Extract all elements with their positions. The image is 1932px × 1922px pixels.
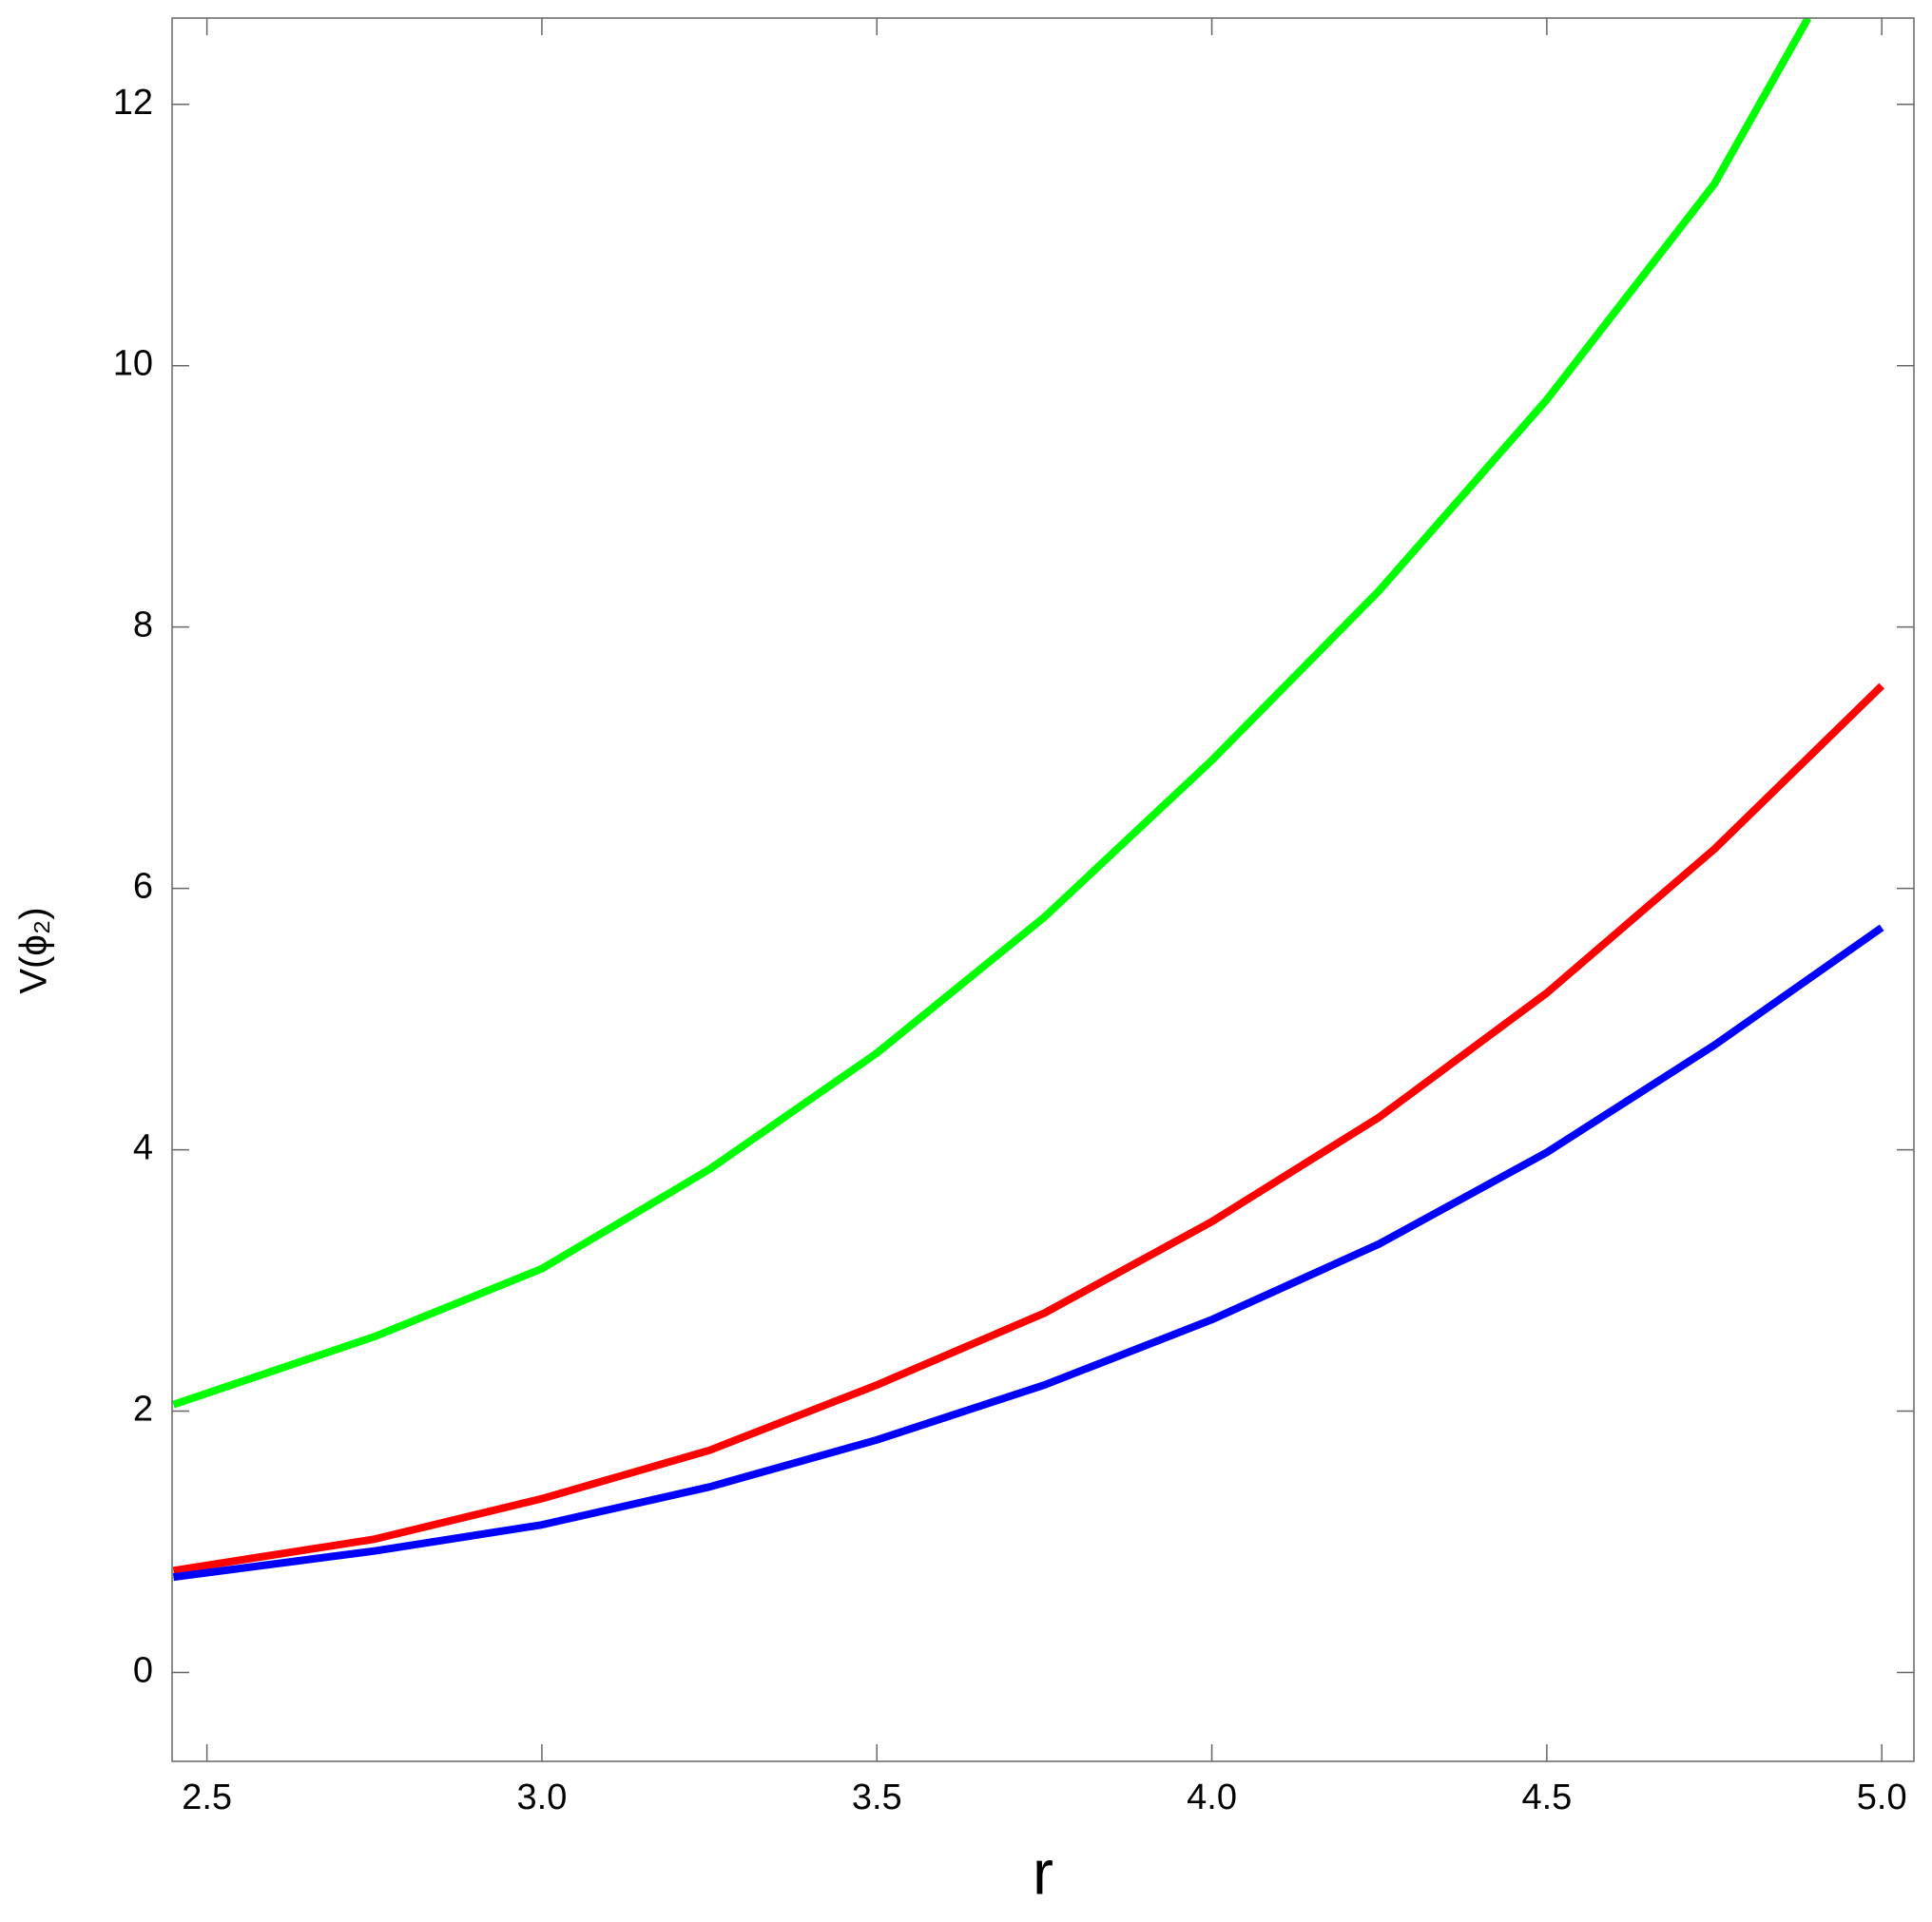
x-axis-label: r — [1033, 1836, 1053, 1907]
y-tick-label: 6 — [133, 867, 153, 907]
x-tick-label: 4.0 — [1187, 1778, 1237, 1817]
plot-area — [172, 18, 1884, 1582]
x-tick-label: 2.5 — [182, 1778, 232, 1817]
curve — [172, 18, 1812, 1409]
x-tick-label: 3.0 — [517, 1778, 568, 1817]
x-tick-label: 5.0 — [1857, 1778, 1907, 1817]
plot-frame — [171, 17, 1915, 1762]
curve — [172, 924, 1884, 1582]
y-tick-label: 8 — [133, 605, 153, 645]
y-tick-label: 12 — [113, 83, 153, 123]
curve — [172, 682, 1884, 1575]
y-tick-label: 4 — [133, 1128, 153, 1168]
x-tick-label: 3.5 — [852, 1778, 902, 1817]
y-tick-label: 10 — [113, 344, 153, 384]
y-tick-label: 0 — [133, 1651, 153, 1691]
x-tick-label: 4.5 — [1521, 1778, 1572, 1817]
y-tick-label: 2 — [133, 1390, 153, 1430]
y-axis-label: V(ϕ₂) — [13, 907, 55, 993]
